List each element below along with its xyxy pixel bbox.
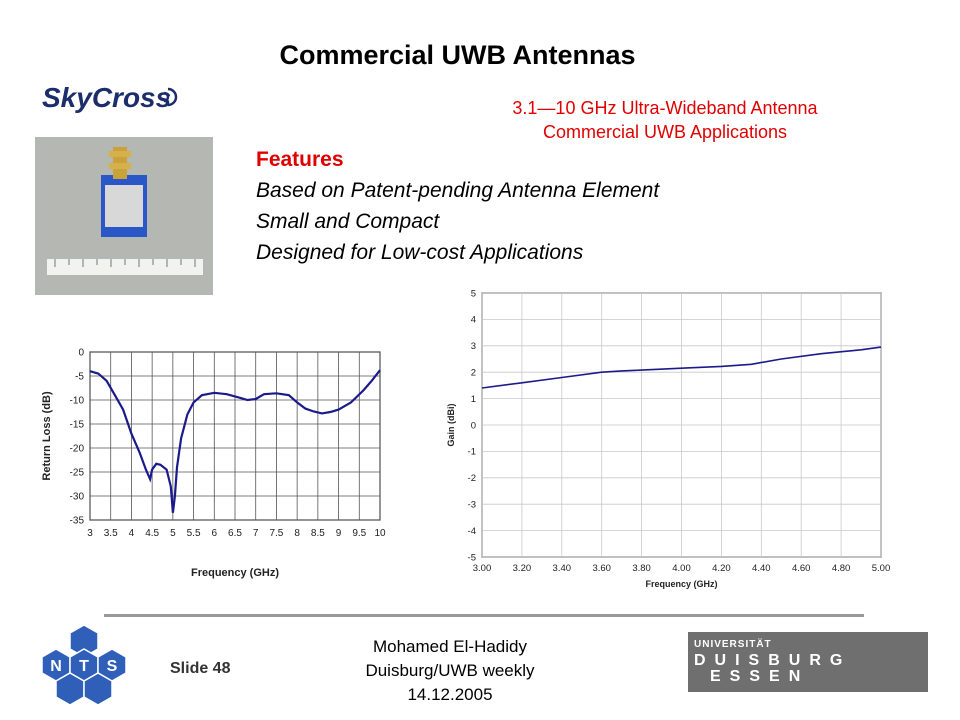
x-tick-label: 3.60 [592,563,611,574]
subtitle-line-1: 3.1—10 GHz Ultra-Wideband Antenna [512,98,818,118]
feature-item: Designed for Low-cost Applications [256,241,584,264]
x-tick-label: 6.5 [228,528,242,539]
x-axis-label: Frequency (GHz) [645,579,717,589]
x-tick-label: 5 [170,528,176,539]
y-tick-label: 3 [471,341,476,352]
subtitle: 3.1—10 GHz Ultra-Wideband Antenna Commer… [440,96,890,144]
x-tick-label: 3.80 [632,563,651,574]
y-tick-label: -35 [70,516,85,527]
y-tick-label: -5 [468,552,476,563]
x-tick-label: 9 [336,528,342,539]
feature-item: Small and Compact [256,210,440,233]
features-list: Features Based on Patent-pending Antenna… [256,144,659,268]
feature-item: Based on Patent-pending Antenna Element [256,179,660,202]
x-tick-label: 4.80 [832,563,851,574]
x-axis-label: Frequency (GHz) [191,567,279,579]
slide-number: Slide 48 [170,660,231,677]
university-logo: UNIVERSITÄT DUISBURG ESSEN [688,632,928,692]
y-tick-label: 2 [471,368,476,379]
footer-date: 14.12.2005 [407,685,493,704]
y-tick-label: -3 [468,500,476,511]
x-tick-label: 7 [253,528,259,539]
logo-text: SkyCross [42,82,171,113]
y-tick-label: -30 [70,492,85,503]
x-tick-label: 3.5 [104,528,118,539]
y-tick-label: -4 [468,526,476,537]
x-tick-label: 6 [212,528,218,539]
y-tick-label: 5 [471,288,476,299]
nts-letter: S [107,658,118,675]
antenna-photo [35,137,213,295]
x-tick-label: 4.40 [752,563,771,574]
y-tick-label: -15 [70,420,85,431]
y-tick-label: 0 [78,348,84,359]
y-tick-label: -20 [70,444,85,455]
footer-divider [104,614,864,617]
features-heading: Features [256,148,344,171]
y-tick-label: -10 [70,396,85,407]
x-tick-label: 3.40 [553,563,572,574]
y-axis-label: Gain (dBi) [446,404,456,447]
footer-author: Mohamed El-Hadidy [372,637,527,656]
y-tick-label: 4 [471,315,476,326]
data-series-line [89,369,381,513]
return-loss-chart: 3 3.5 4 4.5 5 5.5 6 6.5 7 7.5 8 8.5 9 9.5 10 0 -5 -10 -15 -… [41,348,386,580]
x-tick-label: 3.00 [473,563,492,574]
x-tick-label: 3 [87,528,93,539]
uni-logo-line2: DUISBURG [694,652,852,669]
x-tick-label: 4.5 [145,528,159,539]
data-series-line [481,346,882,389]
footer-info: Mohamed El-Hadidy Duisburg/UWB weekly 14… [300,635,600,707]
y-tick-label: 0 [471,420,476,431]
x-tick-label: 4.60 [792,563,811,574]
x-tick-label: 4.20 [712,563,731,574]
x-tick-label: 9.5 [352,528,366,539]
y-tick-label: -5 [75,372,84,383]
y-tick-label: -1 [468,447,476,458]
nts-logo: N T S [41,625,127,706]
uni-logo-line1: UNIVERSITÄT [694,639,772,650]
uni-logo-line3: ESSEN [710,668,810,685]
x-tick-label: 8.5 [311,528,325,539]
x-tick-label: 4.00 [672,563,691,574]
footer-event: Duisburg/UWB weekly [365,661,535,680]
y-tick-label: 1 [471,394,476,405]
x-tick-label: 4 [129,528,135,539]
page-title: Commercial UWB Antennas [279,40,636,70]
x-tick-label: 7.5 [269,528,283,539]
y-axis-label: Return Loss (dB) [41,391,53,481]
x-tick-label: 5.5 [187,528,201,539]
nts-letter: T [79,658,89,675]
x-tick-label: 10 [374,528,386,539]
subtitle-line-2: Commercial UWB Applications [542,122,788,142]
x-tick-label: 3.20 [513,563,532,574]
skycross-logo: SkyCross [42,82,178,113]
y-tick-label: -2 [468,473,476,484]
y-tick-label: -25 [70,468,85,479]
nts-letter: N [50,658,62,675]
gain-chart: 3.00 3.20 3.40 3.60 3.80 4.00 4.20 4.40 4.60 4.80… [446,288,891,589]
x-tick-label: 5.00 [872,563,891,574]
x-tick-label: 8 [294,528,300,539]
